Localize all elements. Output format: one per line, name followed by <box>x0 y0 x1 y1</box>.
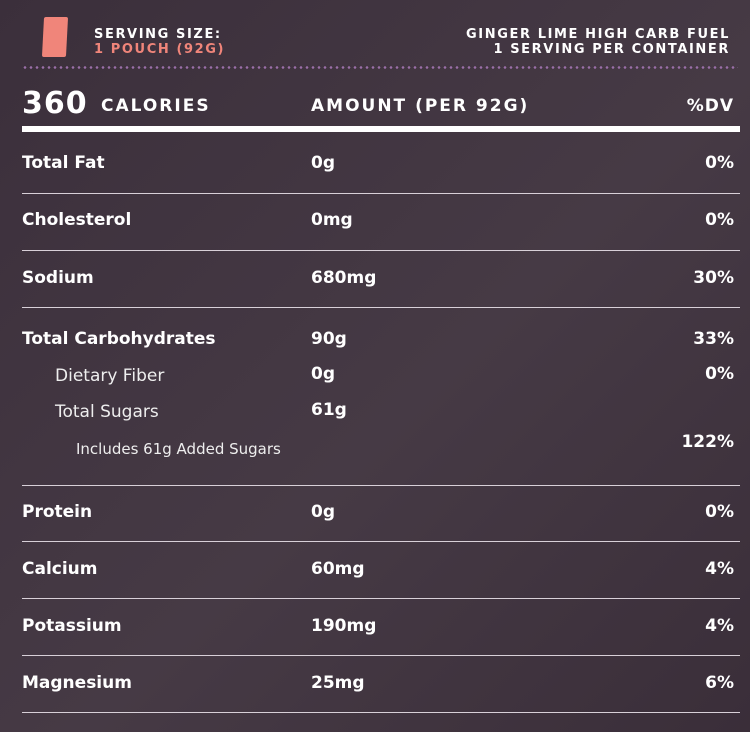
row-divider <box>22 712 740 713</box>
row-divider <box>22 541 740 542</box>
dotted-divider <box>22 66 738 69</box>
nutrient-dv: 33% <box>693 329 734 349</box>
nutrient-dv: 4% <box>705 559 734 579</box>
nutrient-name: Cholesterol <box>22 210 132 230</box>
nutrient-amount: 0g <box>311 153 335 173</box>
nutrient-name: Total Carbohydrates <box>22 329 216 349</box>
nutrient-name: Total Fat <box>22 153 105 173</box>
nutrient-name: Sodium <box>22 268 94 288</box>
nutrient-amount: 190mg <box>311 616 377 636</box>
calories-value: 360 <box>22 86 88 121</box>
nutrient-dv: 0% <box>705 153 734 173</box>
nutrient-dv: 30% <box>693 268 734 288</box>
nutrient-amount: 680mg <box>311 268 377 288</box>
calories-label: CALORIES <box>101 96 211 116</box>
nutrient-name: Includes 61g Added Sugars <box>76 440 281 458</box>
row-divider <box>22 485 740 486</box>
nutrient-amount: 25mg <box>311 673 365 693</box>
row-divider <box>22 655 740 656</box>
nutrient-name: Total Sugars <box>55 402 159 422</box>
nutrient-amount: 90g <box>311 329 347 349</box>
nutrient-amount: 0g <box>311 502 335 522</box>
nutrient-dv: 4% <box>705 616 734 636</box>
nutrient-amount: 61g <box>311 400 347 420</box>
nutrient-dv: 0% <box>705 502 734 522</box>
nutrient-name: Potassium <box>22 616 122 636</box>
dv-header: %DV <box>686 96 734 116</box>
product-name: GINGER LIME HIGH CARB FUEL <box>466 27 730 42</box>
nutrient-amount: 60mg <box>311 559 365 579</box>
servings-per-container: 1 SERVING PER CONTAINER <box>493 42 730 57</box>
nutrient-amount: 0mg <box>311 210 353 230</box>
nutrient-name: Protein <box>22 502 93 522</box>
amount-header: AMOUNT (PER 92G) <box>311 96 530 116</box>
nutrient-dv: 0% <box>705 210 734 230</box>
thick-divider <box>22 126 740 132</box>
pouch-icon <box>41 17 69 57</box>
nutrient-name: Dietary Fiber <box>55 366 165 386</box>
nutrient-name: Calcium <box>22 559 98 579</box>
row-divider <box>22 193 740 194</box>
nutrient-name: Magnesium <box>22 673 132 693</box>
row-divider <box>22 307 740 308</box>
nutrient-amount: 0g <box>311 364 335 384</box>
nutrient-dv: 0% <box>705 364 734 384</box>
row-divider <box>22 250 740 251</box>
serving-size-label: SERVING SIZE: <box>94 27 222 42</box>
row-divider <box>22 598 740 599</box>
serving-size-value: 1 POUCH (92G) <box>94 42 226 57</box>
nutrient-dv: 6% <box>705 673 734 693</box>
nutrient-dv: 122% <box>681 432 734 452</box>
